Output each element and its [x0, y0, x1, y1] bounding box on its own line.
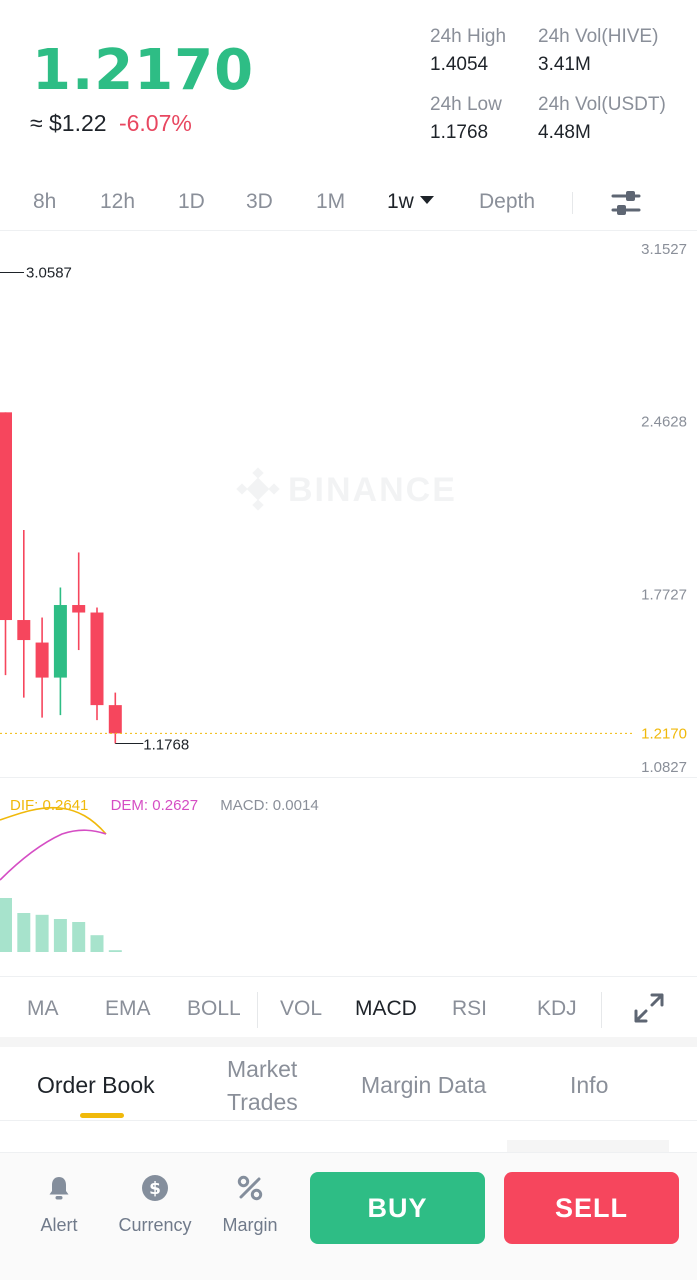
section-tabs: Order Book Market Trades Margin Data Inf…	[0, 1047, 697, 1121]
tab-rsi[interactable]: RSI	[452, 997, 488, 1020]
macd-chart[interactable]	[0, 778, 697, 976]
divider	[0, 230, 697, 231]
candlestick-chart[interactable]: BINANCE 3.1527 2.4628 1.7727 1.0827 1.2170 3…	[0, 231, 697, 777]
divider	[0, 1120, 697, 1121]
stat-label: 24h Vol(USDT)	[538, 94, 666, 115]
section-divider	[0, 1037, 697, 1047]
price-summary: ≈ $1.22 -6.07%	[30, 110, 192, 137]
tab-order-book[interactable]: Order Book	[37, 1072, 155, 1098]
stat-24h-high: 24h High 1.4054	[430, 26, 506, 76]
chevron-down-icon	[419, 196, 434, 204]
macd-histogram-bar	[53, 919, 67, 952]
tab-boll[interactable]: BOLL	[187, 997, 241, 1020]
stat-value: 1.1768	[430, 122, 489, 143]
macd-legend: DIF: 0.2641 DEM: 0.2627 MACD: 0.0014	[10, 797, 337, 814]
tab-ma[interactable]: MA	[27, 997, 59, 1020]
margin-button[interactable]: Margin	[210, 1173, 290, 1236]
candle-body	[53, 605, 67, 678]
stat-label: 24h High	[430, 26, 507, 47]
stat-24h-low: 24h Low 1.1768	[430, 94, 502, 144]
tab-1w-label: 1w	[387, 190, 414, 213]
alert-label: Alert	[40, 1215, 78, 1235]
candle-body	[108, 705, 122, 734]
divider	[257, 992, 258, 1028]
y-axis-label: 1.7727	[641, 586, 687, 603]
dem-line	[0, 829, 107, 881]
stat-label: 24h Vol(HIVE)	[538, 26, 659, 47]
divider	[601, 992, 602, 1028]
fullscreen-button[interactable]	[632, 991, 666, 1025]
dif-line	[0, 806, 107, 835]
tab-depth[interactable]: Depth	[479, 190, 536, 213]
stat-24h-vol-base: 24h Vol(HIVE) 3.41M	[538, 26, 658, 76]
percent-icon	[237, 1175, 263, 1201]
tab-1m[interactable]: 1M	[316, 190, 346, 213]
macd-histogram-bar	[90, 935, 104, 952]
dem-value: DEM: 0.2627	[110, 797, 199, 814]
y-axis-label: 1.0827	[641, 759, 687, 776]
candle-body	[72, 605, 86, 613]
bottom-action-bar: Alert $ Currency Margin BUY SELL	[0, 1152, 697, 1280]
price-change: -6.07%	[118, 110, 192, 136]
candle-body	[17, 620, 31, 641]
y-axis-label: 3.1527	[641, 241, 687, 258]
stat-24h-vol-quote: 24h Vol(USDT) 4.48M	[538, 94, 666, 144]
active-tab-indicator	[80, 1113, 124, 1118]
tab-info[interactable]: Info	[570, 1072, 609, 1098]
divider	[0, 976, 697, 977]
stat-value: 1.4054	[430, 54, 489, 75]
chart-settings-button[interactable]	[608, 186, 644, 220]
margin-label: Margin	[222, 1215, 278, 1235]
sell-button[interactable]: SELL	[504, 1172, 679, 1244]
currency-label: Currency	[118, 1215, 192, 1235]
candle-body	[35, 642, 49, 678]
svg-text:$: $	[149, 1179, 161, 1199]
tab-market-trades[interactable]: Market Trades	[227, 1053, 298, 1119]
stat-value: 3.41M	[538, 54, 591, 75]
buy-button[interactable]: BUY	[310, 1172, 485, 1244]
currency-button[interactable]: $ Currency	[115, 1173, 195, 1236]
expand-icon	[634, 993, 664, 1023]
last-price: 1.2170	[32, 38, 255, 103]
divider	[0, 777, 697, 778]
alert-button[interactable]: Alert	[19, 1173, 99, 1236]
tab-vol[interactable]: VOL	[280, 997, 323, 1020]
sliders-icon	[611, 191, 641, 215]
watermark-text: BINANCE	[288, 471, 457, 509]
macd-histogram-bar	[0, 898, 12, 952]
divider	[572, 192, 573, 214]
candle-body	[90, 612, 104, 706]
tab-12h[interactable]: 12h	[100, 190, 136, 213]
macd-value: MACD: 0.0014	[220, 797, 319, 814]
tab-market-label: Market	[227, 1056, 298, 1082]
candle-body	[0, 412, 12, 621]
tab-3d[interactable]: 3D	[246, 190, 273, 213]
bell-icon	[49, 1177, 69, 1200]
tab-1d[interactable]: 1D	[178, 190, 205, 213]
tab-macd[interactable]: MACD	[355, 997, 417, 1020]
binance-watermark: BINANCE	[236, 467, 457, 511]
stat-value: 4.48M	[538, 122, 591, 143]
ticker-header: 1.2170 ≈ $1.22 -6.07% 24h High 1.4054 24…	[0, 0, 697, 170]
placeholder-block	[507, 1140, 669, 1154]
usd-price: ≈ $1.22	[30, 110, 107, 136]
macd-histogram-bar	[72, 922, 86, 952]
tab-ema[interactable]: EMA	[105, 997, 151, 1020]
interval-tabs: 8h 12h 1D 3D 1M 1w Depth	[0, 180, 697, 230]
low-marker-label: 1.1768	[143, 736, 189, 753]
tab-1w[interactable]: 1w	[387, 190, 434, 214]
indicator-tabs: MA EMA BOLL VOL MACD RSI KDJ	[0, 986, 697, 1034]
tab-kdj[interactable]: KDJ	[537, 997, 577, 1020]
y-axis-label: 2.4628	[641, 414, 687, 431]
last-price-label: 1.2170	[641, 725, 687, 742]
macd-histogram-bar	[108, 950, 122, 952]
high-marker-label: 3.0587	[26, 265, 72, 282]
stat-label: 24h Low	[430, 94, 502, 115]
tab-margin-data[interactable]: Margin Data	[361, 1072, 487, 1098]
tab-8h[interactable]: 8h	[33, 190, 57, 213]
tab-trades-label: Trades	[227, 1089, 298, 1115]
dollar-icon: $	[142, 1175, 168, 1201]
macd-histogram-bar	[17, 913, 31, 952]
macd-histogram-bar	[35, 914, 49, 952]
